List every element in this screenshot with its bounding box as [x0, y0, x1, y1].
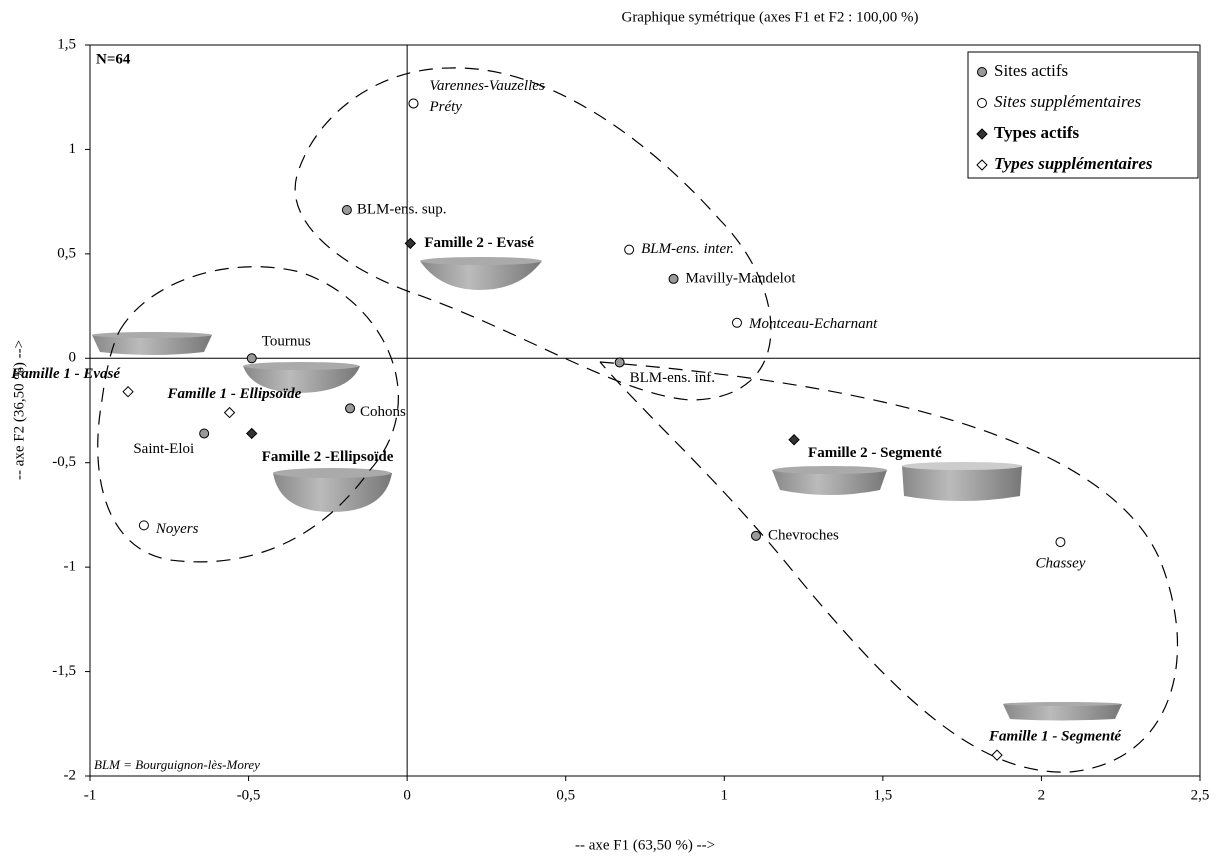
data-point	[1055, 537, 1066, 548]
point-label: Famille 1 - Segmenté	[988, 729, 1122, 745]
point-label: Cohons	[360, 404, 406, 420]
point-label: BLM-ens. inf.	[630, 370, 715, 386]
y-tick-label: -0,5	[52, 454, 76, 470]
data-point	[624, 244, 635, 255]
y-tick-label: 1	[69, 141, 77, 157]
point-label: Chassey	[1035, 556, 1085, 572]
legend-label: Sites supplémentaires	[994, 92, 1142, 111]
legend-marker	[976, 128, 988, 140]
data-point	[223, 406, 236, 419]
legend-label: Sites actifs	[994, 61, 1068, 80]
data-point	[199, 428, 210, 439]
data-point	[408, 98, 419, 109]
data-point	[668, 273, 679, 284]
data-point	[246, 353, 257, 364]
x-tick-label: 1,5	[873, 787, 892, 803]
data-point	[731, 317, 742, 328]
point-label: Montceau-Echarnant	[748, 316, 878, 332]
x-tick-label: -1	[84, 787, 97, 803]
x-tick-label: 2,5	[1191, 787, 1210, 803]
y-tick-label: -1	[64, 559, 77, 575]
point-label: Chevroches	[768, 527, 839, 543]
legend-marker	[977, 67, 987, 77]
x-tick-label: 2	[1038, 787, 1046, 803]
y-tick-label: -2	[64, 767, 77, 783]
point-label: Noyers	[155, 521, 199, 537]
annotation: BLM = Bourguignon-lès-Morey	[94, 757, 260, 772]
point-label: Famille 2 - Evasé	[424, 235, 534, 251]
y-tick-label: 0	[69, 350, 77, 366]
legend-label: Types actifs	[994, 123, 1080, 142]
bowl-images	[92, 257, 1122, 721]
group-outlines	[97, 67, 1179, 773]
data-point	[404, 237, 417, 250]
legend-marker	[976, 159, 988, 171]
data-point	[246, 427, 258, 440]
data-point	[341, 204, 352, 215]
point-label: Famille 1 - Evasé	[10, 366, 121, 382]
y-axis-label: -- axe F2 (36,50 %) -->	[11, 340, 27, 480]
data-point	[751, 530, 761, 541]
point-label: BLM-ens. inter.	[641, 241, 734, 257]
chart-title: Graphique symétrique (axes F1 et F2 : 10…	[621, 9, 918, 25]
y-tick-label: 1,5	[57, 36, 76, 52]
point-label: Varennes-Vauzelles	[429, 78, 544, 94]
point-label: Tournus	[262, 334, 311, 350]
x-tick-label: 0	[403, 787, 411, 803]
x-tick-label: 1	[721, 787, 729, 803]
point-label: Famille 2 -Ellipsoïde	[262, 449, 394, 465]
point-label: Famille 1 - Ellipsoïde	[167, 386, 302, 402]
data-point	[991, 749, 1003, 761]
y-tick-label: -1,5	[52, 663, 76, 679]
point-label: Préty	[428, 99, 462, 115]
annotation: N=64	[96, 51, 131, 67]
point-label: Saint-Eloi	[133, 441, 194, 457]
point-label: BLM-ens. sup.	[357, 201, 447, 217]
legend-marker	[977, 98, 987, 108]
data-point	[138, 520, 149, 531]
data-point	[614, 357, 625, 368]
point-label: Mavilly-Mandelot	[686, 270, 797, 286]
data-point	[788, 434, 800, 446]
x-axis-label: -- axe F1 (63,50 %) -->	[575, 837, 715, 853]
x-tick-label: 0,5	[556, 787, 575, 803]
data-point	[345, 403, 356, 414]
point-label: Famille 2 - Segmenté	[808, 445, 942, 461]
data-point	[122, 385, 134, 398]
x-tick-label: -0,5	[237, 787, 261, 803]
legend-label: Types supplémentaires	[994, 154, 1153, 173]
y-tick-label: 0,5	[57, 245, 76, 261]
legend	[967, 51, 1199, 179]
